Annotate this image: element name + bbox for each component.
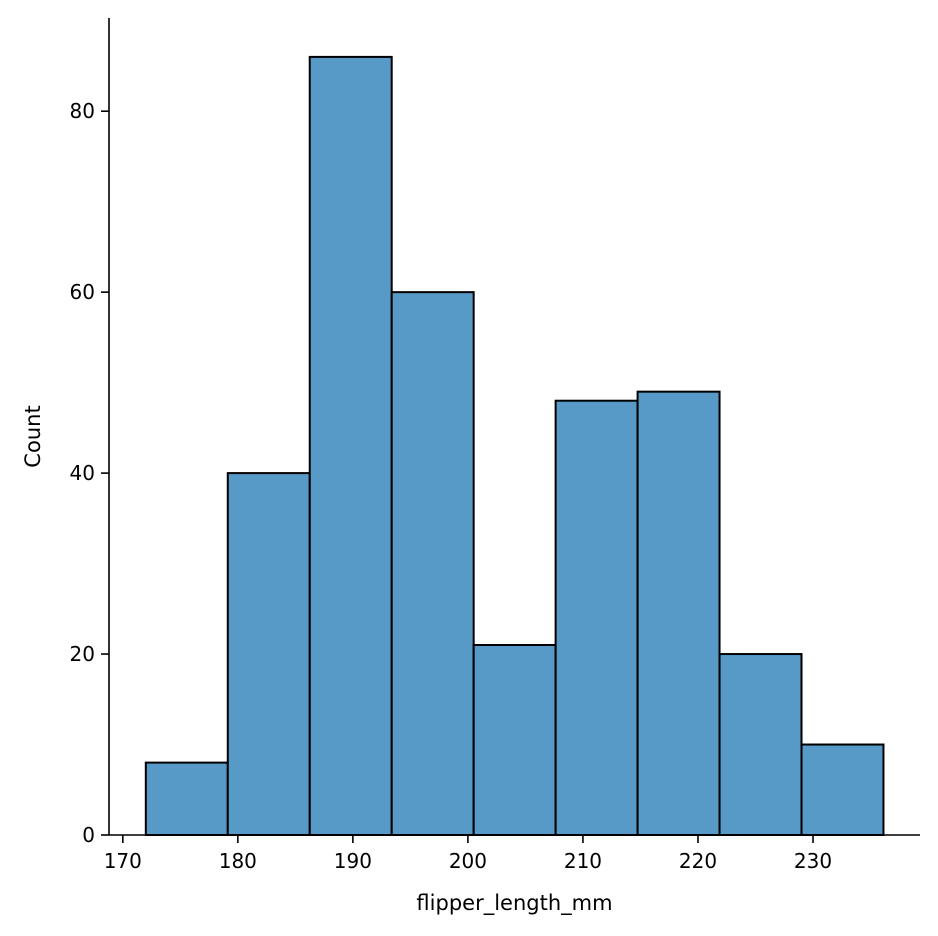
x-tick-label: 170	[104, 849, 142, 873]
y-ticks-group: 0 20 40 60 80	[70, 99, 109, 847]
histogram-bar	[308, 55, 393, 836]
x-tick-label: 180	[219, 849, 257, 873]
x-tick-label: 200	[449, 849, 487, 873]
x-axis-label: flipper_length_mm	[416, 891, 612, 916]
y-tick-label: 0	[82, 823, 95, 847]
histogram-bar	[800, 743, 885, 836]
y-tick-label: 80	[70, 99, 95, 123]
histogram-bar	[718, 653, 803, 836]
x-tick-label: 220	[679, 849, 717, 873]
y-tick-label: 20	[70, 642, 95, 666]
x-ticks-group: 170 180 190 200 210 220 230	[104, 835, 832, 873]
y-tick-label: 40	[70, 461, 95, 485]
histogram-bar	[390, 291, 475, 836]
x-tick-label: 230	[794, 849, 832, 873]
histogram-bar	[472, 644, 557, 836]
histogram-bar	[554, 399, 639, 836]
x-tick-label: 190	[334, 849, 372, 873]
histogram-bar	[144, 761, 229, 836]
histogram-bar	[636, 390, 721, 836]
histogram-bar	[226, 472, 311, 836]
x-tick-label: 210	[564, 849, 602, 873]
y-tick-label: 60	[70, 280, 95, 304]
bars-group	[144, 55, 885, 836]
y-axis-label: Count	[21, 405, 45, 467]
